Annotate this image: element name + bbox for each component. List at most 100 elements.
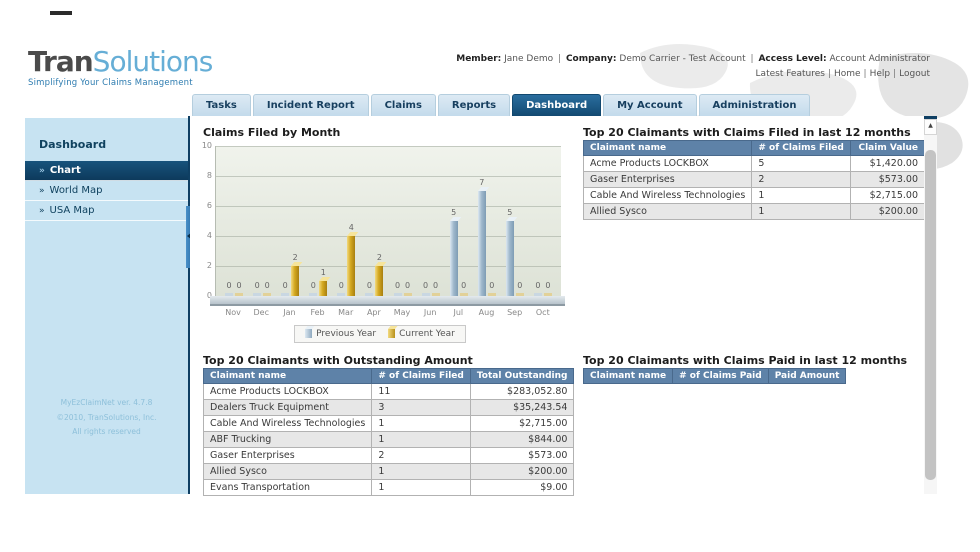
content-area: Claims Filed by Month 0246810 0000020104… <box>190 116 926 496</box>
y-tick-label: 4 <box>206 231 212 240</box>
table-cell: 1 <box>751 203 851 220</box>
table-cell: 1 <box>371 479 471 496</box>
tab-tasks[interactable]: Tasks <box>192 94 251 117</box>
tab-incident-report[interactable]: Incident Report <box>252 94 369 117</box>
y-tick-label: 0 <box>207 292 212 300</box>
column-header-of-claims-filed: # of Claims Filed <box>751 140 851 156</box>
table-cell: $573.00 <box>469 447 575 464</box>
legend-label: Current Year <box>399 328 455 339</box>
member-label: Member: <box>456 54 502 64</box>
rights-text: All rights reserved <box>72 426 141 436</box>
data-table: Claimant name # of Claims Filed Claim Valu… <box>582 140 926 220</box>
chart-bar-previous-year-mar: 0 <box>337 282 346 296</box>
table-row: Dealers Truck Equipment 3 $35,243.54 <box>202 399 575 416</box>
table-row: Acme Products LOCKBOX 5 $1,420.00 <box>582 155 926 172</box>
chart-bar-current-year-mar: 4 <box>347 224 356 296</box>
chart-bar-current-year-jul: 0 <box>459 282 468 296</box>
legend-label: Previous Year <box>316 328 377 339</box>
month-label: Jan <box>283 308 296 317</box>
separator: | <box>558 54 562 64</box>
header-link-home[interactable]: Home <box>833 69 861 79</box>
column-header-of-claims-filed: # of Claims Filed <box>371 368 471 384</box>
bar-value-label: 0 <box>489 281 495 290</box>
legend-bar-icon-current-year <box>388 329 396 338</box>
bar-value-label: 0 <box>545 281 551 290</box>
table-cell: Gaser Enterprises <box>582 171 753 188</box>
sidebar-item-chart[interactable]: » Chart <box>25 161 188 181</box>
table-row: Allied Sysco 1 $200.00 <box>202 463 575 480</box>
chart-bar-previous-year-feb: 0 <box>309 282 318 296</box>
table-cell: Gaser Enterprises <box>202 447 373 464</box>
bar-value-label: 0 <box>404 281 411 290</box>
tab-bar: Tasks Incident Report Claims Reports Dashboa… <box>192 94 811 117</box>
table-row: ABF Trucking 1 $844.00 <box>202 431 575 448</box>
bar-value-label: 5 <box>451 208 457 217</box>
tab-claims[interactable]: Claims <box>370 94 436 117</box>
scrollbar-up-button[interactable]: ▲ <box>924 119 937 135</box>
table-cell: 3 <box>371 399 471 416</box>
table-row: Gaser Enterprises 2 $573.00 <box>582 171 926 188</box>
arrow-up-icon: ▲ <box>928 122 933 129</box>
table-cell: Evans Transportation <box>202 479 373 496</box>
table-cell: 1 <box>371 431 471 448</box>
outstanding-title: Top 20 Claimants with Outstanding Amount <box>203 354 473 367</box>
table-cell: Dealers Truck Equipment <box>202 399 373 416</box>
separator: | <box>827 69 831 79</box>
chart-bar-previous-year-aug: 7 <box>477 179 486 296</box>
table-cell: 1 <box>371 463 471 480</box>
table-cell: $844.00 <box>469 431 575 448</box>
header-link-help[interactable]: Help <box>869 69 891 79</box>
logo-tran: Tran <box>28 45 94 78</box>
table-cell: $2,715.00 <box>849 187 926 204</box>
table-cell: $9.00 <box>469 479 575 496</box>
tab-dashboard[interactable]: Dashboard <box>512 94 602 117</box>
bar-value-label: 7 <box>479 178 485 187</box>
chart-bar-current-year-jan: 2 <box>291 254 300 296</box>
table-cell: $2,715.00 <box>469 415 575 432</box>
month-label: Jun <box>423 308 437 317</box>
month-label: Sep <box>507 308 523 317</box>
table-cell: Cable And Wireless Technologies <box>202 415 373 432</box>
chart-bar-current-year-oct: 0 <box>543 282 552 296</box>
chart-bar-current-year-dec: 0 <box>263 282 272 296</box>
tab-reports[interactable]: Reports <box>437 94 511 117</box>
tab-my-account[interactable]: My Account <box>603 94 697 117</box>
table-cell: 2 <box>751 171 851 188</box>
header-link-logout[interactable]: Logout <box>899 69 930 79</box>
chart-bar-current-year-nov: 0 <box>235 282 244 296</box>
table-header-row: Claimant name # of Claims Filed Claim Valu… <box>582 140 926 156</box>
bar-value-label: 0 <box>338 281 344 290</box>
month-label: Aug <box>478 308 495 317</box>
sidebar-item-world-map[interactable]: » World Map <box>25 181 188 201</box>
claims-paid-title: Top 20 Claimants with Claims Paid in las… <box>583 354 908 367</box>
member-info: Member: Jane Demo | Company: Demo Carrie… <box>456 52 930 81</box>
member-info-line: Member: Jane Demo | Company: Demo Carrie… <box>456 52 930 66</box>
scrollbar-track[interactable] <box>924 135 937 496</box>
chart-bar-current-year-apr: 2 <box>375 254 384 296</box>
bar-value-label: 0 <box>282 281 288 290</box>
header-link-latest-features[interactable]: Latest Features <box>755 69 825 79</box>
scrollbar-thumb[interactable] <box>925 150 936 480</box>
column-header-claimant-name: Claimant name <box>582 368 674 384</box>
month-label: Feb <box>310 308 325 317</box>
table-cell: $1,420.00 <box>849 155 926 172</box>
sidebar-item-usa-map[interactable]: » USA Map <box>25 201 188 221</box>
tab-administration[interactable]: Administration <box>698 94 811 117</box>
chart-bar-previous-year-nov: 0 <box>225 282 234 296</box>
y-tick-label: 2 <box>206 261 212 270</box>
table-header-row: Claimant name # of Claims Filed Total Outs… <box>202 368 575 384</box>
chart-title: Claims Filed by Month <box>203 126 341 139</box>
header-links: Latest Features | Home | Help | Logout <box>456 67 930 81</box>
bar-value-label: 2 <box>292 253 298 262</box>
chart-x-axis: Nov Dec Jan Feb Mar Apr May Jun Jul Aug Sep Oct <box>215 306 561 317</box>
sidebar-title: Dashboard <box>39 138 107 151</box>
chart-bar-previous-year-dec: 0 <box>253 282 262 296</box>
claims-filed-title: Top 20 Claimants with Claims Filed in la… <box>583 126 911 139</box>
bar-value-label: 0 <box>264 281 270 290</box>
scrollbar[interactable]: ▲ <box>924 119 937 494</box>
column-header-of-claims-paid: # of Claims Paid <box>672 368 769 384</box>
